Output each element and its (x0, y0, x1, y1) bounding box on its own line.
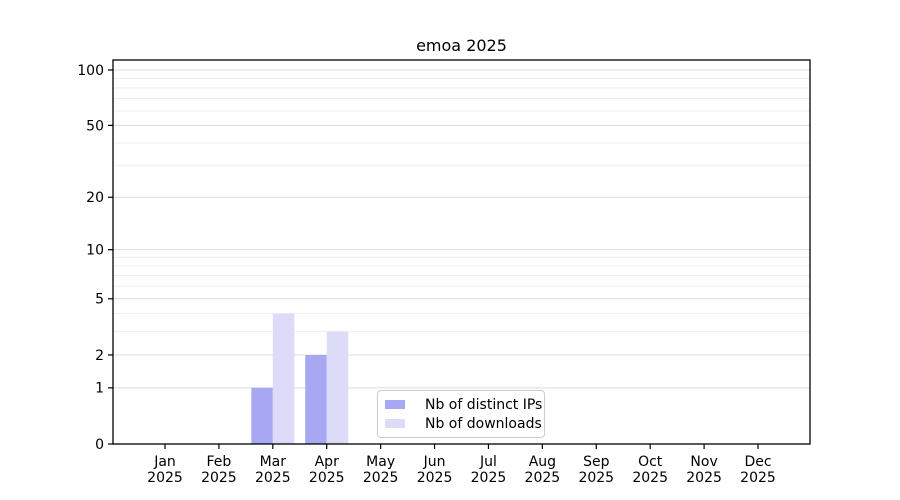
x-axis: Jan 2025 Feb 2025 Mar 2025 Apr 2025 May 2025 Jun 20… (147, 444, 776, 486)
y-tick-label-5: 5 (95, 292, 104, 308)
legend-label-downloads: Nb of downloads (425, 415, 542, 432)
x-tick-label-jan: Jan 2025 (147, 454, 183, 486)
legend-swatch-downloads (385, 419, 405, 428)
x-tick-label-apr: Apr 2025 (309, 454, 345, 486)
chart-title: emoa 2025 (416, 36, 507, 55)
plot-spines (112, 59, 811, 445)
y-tick-label-0: 0 (95, 437, 104, 453)
gridlines (113, 69, 810, 389)
bar-apr-downloads (326, 331, 349, 444)
x-tick-label-aug: Aug 2025 (525, 454, 561, 486)
legend: Nb of distinct IPs Nb of downloads (377, 390, 545, 438)
legend-row-distinct-ips: Nb of distinct IPs (385, 398, 544, 412)
y-tick-label-10: 10 (86, 243, 104, 259)
y-tick-label-50: 50 (86, 118, 104, 134)
y-tick-label-100: 100 (77, 63, 104, 79)
x-tick-label-jul: Jul 2025 (471, 454, 507, 486)
x-tick-label-sep: Sep 2025 (578, 454, 614, 486)
legend-label-distinct-ips: Nb of distinct IPs (425, 396, 543, 413)
y-axis: 0 1 2 5 10 20 50 100 (77, 63, 113, 453)
bars (251, 313, 349, 444)
x-tick-label-dec: Dec 2025 (740, 454, 776, 486)
x-tick-label-may: May 2025 (363, 454, 399, 486)
y-tick-label-20: 20 (86, 190, 104, 206)
x-tick-label-jun: Jun 2025 (417, 454, 453, 486)
x-tick-label-oct: Oct 2025 (632, 454, 668, 486)
bar-mar-downloads (272, 313, 295, 444)
legend-row-downloads: Nb of downloads (385, 417, 544, 431)
x-tick-label-feb: Feb 2025 (201, 454, 237, 486)
y-tick-label-2: 2 (95, 348, 104, 364)
legend-swatch-distinct-ips (385, 400, 405, 409)
x-tick-label-nov: Nov 2025 (686, 454, 722, 486)
y-tick-label-1: 1 (95, 381, 104, 397)
x-tick-label-mar: Mar 2025 (255, 454, 291, 486)
bar-apr-distinct-ips (305, 354, 327, 444)
bar-mar-distinct-ips (251, 387, 273, 444)
